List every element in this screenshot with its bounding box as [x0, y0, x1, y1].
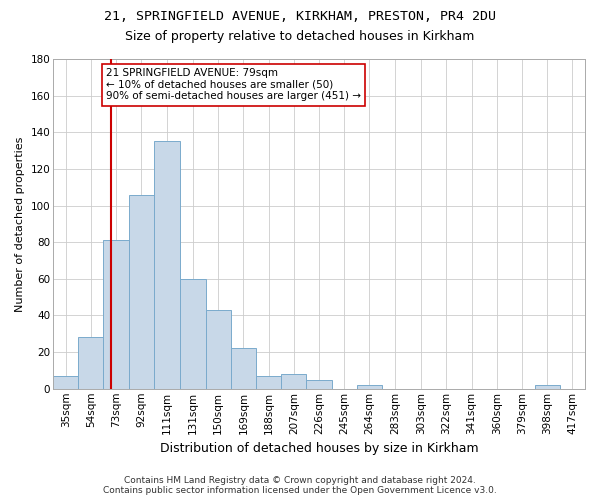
Bar — [307, 380, 332, 389]
Bar — [206, 310, 231, 389]
Bar — [231, 348, 256, 389]
Bar — [103, 240, 128, 389]
Bar — [78, 338, 103, 389]
Bar — [281, 374, 307, 389]
Text: Contains HM Land Registry data © Crown copyright and database right 2024.
Contai: Contains HM Land Registry data © Crown c… — [103, 476, 497, 495]
Text: 21, SPRINGFIELD AVENUE, KIRKHAM, PRESTON, PR4 2DU: 21, SPRINGFIELD AVENUE, KIRKHAM, PRESTON… — [104, 10, 496, 23]
Bar — [53, 376, 78, 389]
Bar — [154, 142, 181, 389]
Bar — [128, 194, 154, 389]
Text: Size of property relative to detached houses in Kirkham: Size of property relative to detached ho… — [125, 30, 475, 43]
X-axis label: Distribution of detached houses by size in Kirkham: Distribution of detached houses by size … — [160, 442, 478, 455]
Text: 21 SPRINGFIELD AVENUE: 79sqm
← 10% of detached houses are smaller (50)
90% of se: 21 SPRINGFIELD AVENUE: 79sqm ← 10% of de… — [106, 68, 361, 102]
Bar — [535, 385, 560, 389]
Bar — [357, 385, 382, 389]
Bar — [181, 279, 206, 389]
Y-axis label: Number of detached properties: Number of detached properties — [15, 136, 25, 312]
Bar — [256, 376, 281, 389]
